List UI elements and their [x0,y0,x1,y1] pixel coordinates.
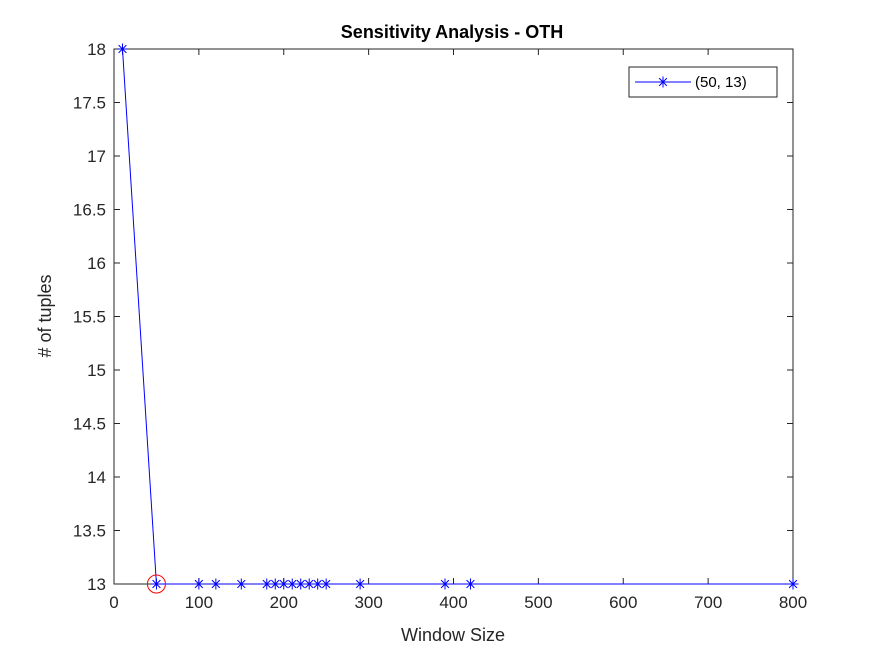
data-point [193,578,205,590]
series-layer [116,43,799,594]
y-tick-label: 16 [87,254,106,273]
plot-area [113,48,794,585]
data-point [286,578,298,590]
legend-asterisk-marker [657,76,669,88]
y-tick-label: 16.5 [73,201,106,220]
legend: (50, 13) [628,66,778,98]
data-point [269,578,281,590]
x-tick-label: 100 [185,593,213,612]
data-point [303,578,315,590]
data-point [235,578,247,590]
x-tick-label: 800 [779,593,807,612]
y-tick-label: 15 [87,361,106,380]
y-tick-label: 17.5 [73,94,106,113]
y-tick-label: 14.5 [73,415,106,434]
data-point [464,578,476,590]
legend-entry-label: (50, 13) [695,74,747,91]
x-tick-label: 200 [270,593,298,612]
x-tick-label: 0 [109,593,118,612]
y-tick-label: 14 [87,468,106,487]
x-axis: 0 100 200 300 400 500 600 700 800 [109,49,807,612]
y-tick-label: 13 [87,575,106,594]
x-tick-label: 700 [694,593,722,612]
chart-title: Sensitivity Analysis - OTH [341,22,563,42]
legend-marker [657,76,669,88]
data-point [320,578,332,590]
y-axis-label: # of tuples [35,274,55,357]
x-tick-label: 500 [524,593,552,612]
y-tick-label: 15.5 [73,308,106,327]
y-tick-label: 17 [87,147,106,166]
highlight-circle [146,574,166,594]
data-point [787,578,799,590]
data-point [439,578,451,590]
y-axis: 13 13.5 14 14.5 15 15.5 16 16.5 17 17.5 18 [73,40,793,594]
x-tick-label: 600 [609,593,637,612]
y-tick-label: 13.5 [73,522,106,541]
x-tick-label: 400 [439,593,467,612]
x-axis-label: Window Size [401,625,505,645]
y-tick-label: 18 [87,40,106,59]
data-point [354,578,366,590]
x-tick-label: 300 [354,593,382,612]
data-point [210,578,222,590]
data-point [116,43,128,55]
data-point [150,578,162,590]
